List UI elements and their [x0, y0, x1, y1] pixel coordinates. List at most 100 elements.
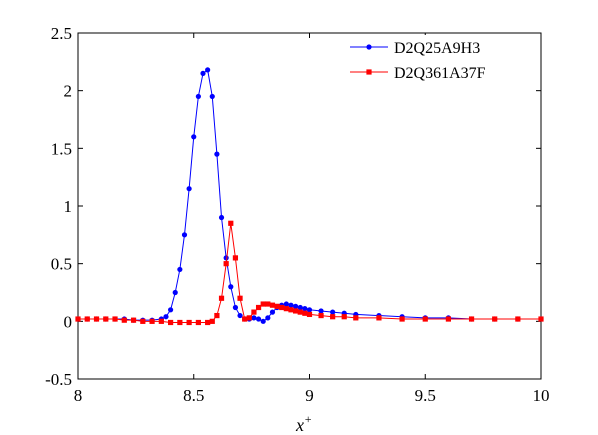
x-tick-label-9-5: 9.5 — [415, 386, 436, 405]
data-point-d2q25a9h3-29 — [251, 315, 257, 321]
data-point-d2q25a9h3-26 — [237, 312, 243, 319]
legend-label-d2q25a9h3: D2Q25A9H3 — [394, 40, 480, 57]
data-point-d2q361a37f-41 — [376, 315, 382, 321]
x-axis-ticks: 8 8.5 9 9.5 10 — [74, 33, 550, 405]
data-point-d2q361a37f-46 — [492, 316, 498, 322]
data-point-d2q25a9h3-24 — [228, 284, 234, 290]
data-point-d2q361a37f-20 — [232, 255, 239, 261]
y-tick-label-0-5: -0.5 — [45, 370, 72, 389]
data-point-d2q361a37f-14 — [205, 319, 211, 326]
data-point-d2q361a37f-44 — [445, 316, 451, 322]
data-point-d2q361a37f-37 — [318, 312, 324, 319]
data-point-d2q25a9h3-41 — [306, 307, 313, 313]
data-point-d2q361a37f-45 — [468, 316, 475, 322]
data-point-d2q25a9h3-36 — [283, 301, 289, 307]
y-tick-label-0-5: 0.5 — [51, 255, 72, 274]
data-point-d2q361a37f-32 — [288, 307, 294, 313]
data-point-d2q361a37f-5 — [121, 317, 127, 323]
data-point-d2q361a37f-42 — [399, 316, 405, 322]
data-point-d2q25a9h3-10 — [163, 314, 169, 320]
data-point-d2q361a37f-0 — [75, 316, 81, 322]
data-point-d2q25a9h3-16 — [191, 134, 197, 140]
y-tick-label-1-5: 1.5 — [51, 139, 72, 158]
data-point-d2q25a9h3-32 — [265, 315, 271, 321]
data-point-d2q361a37f-28 — [269, 302, 276, 308]
data-point-d2q361a37f-1 — [84, 316, 90, 322]
data-point-d2q25a9h3-17 — [195, 93, 201, 100]
y-tick-label-1: 1 — [64, 197, 73, 216]
legend-marker-d2q25a9h3 — [366, 44, 372, 50]
x-tick-label-8: 8 — [74, 386, 83, 405]
data-point-d2q25a9h3-11 — [168, 307, 174, 313]
legend-item-d2q361a37f: D2Q361A37F — [350, 65, 486, 82]
plot-area — [77, 32, 542, 380]
data-point-d2q361a37f-11 — [177, 319, 183, 326]
data-point-d2q25a9h3-43 — [330, 309, 336, 315]
data-point-d2q361a37f-31 — [283, 306, 289, 312]
data-point-d2q25a9h3-42 — [318, 308, 324, 314]
data-point-d2q361a37f-48 — [538, 316, 544, 322]
data-point-d2q25a9h3-31 — [260, 318, 266, 324]
data-point-d2q361a37f-4 — [112, 316, 118, 322]
data-point-d2q361a37f-26 — [260, 301, 266, 307]
data-point-d2q361a37f-7 — [140, 318, 146, 324]
data-point-d2q25a9h3-21 — [214, 151, 220, 157]
data-point-d2q361a37f-21 — [237, 295, 243, 301]
data-point-d2q25a9h3-22 — [218, 214, 225, 221]
data-point-d2q361a37f-34 — [297, 309, 303, 315]
x-tick-label-9: 9 — [305, 386, 314, 405]
data-point-d2q25a9h3-14 — [181, 232, 188, 238]
data-point-d2q361a37f-38 — [330, 314, 336, 320]
y-axis-ticks: -0.5 0 0.5 1 1.5 2 2.5 — [45, 24, 541, 389]
data-point-d2q361a37f-23 — [246, 315, 252, 321]
data-point-d2q361a37f-30 — [279, 304, 285, 311]
data-point-d2q361a37f-43 — [422, 316, 428, 322]
data-point-d2q361a37f-24 — [251, 309, 257, 315]
x-tick-label-8-5: 8.5 — [183, 386, 204, 405]
legend: D2Q25A9H3 D2Q361A37F — [344, 35, 539, 83]
data-point-d2q361a37f-36 — [306, 311, 313, 318]
data-point-d2q25a9h3-30 — [255, 316, 262, 322]
x-tick-label-10: 10 — [533, 386, 550, 405]
data-point-d2q25a9h3-20 — [209, 93, 215, 100]
data-point-d2q361a37f-13 — [195, 319, 201, 326]
data-point-d2q25a9h3-15 — [186, 186, 192, 192]
legend-label-d2q361a37f: D2Q361A37F — [394, 65, 486, 82]
data-point-d2q361a37f-3 — [103, 316, 109, 322]
data-point-d2q361a37f-10 — [168, 319, 174, 326]
data-point-d2q361a37f-16 — [214, 312, 220, 319]
series-d2q361a37f — [75, 220, 544, 326]
y-tick-label-2-5: 2.5 — [51, 24, 72, 43]
data-point-d2q361a37f-18 — [223, 261, 229, 267]
data-point-d2q25a9h3-12 — [172, 289, 178, 296]
y-tick-label-2: 2 — [64, 82, 73, 101]
data-point-d2q25a9h3-38 — [293, 303, 299, 309]
data-point-d2q361a37f-2 — [93, 316, 100, 322]
data-point-d2q25a9h3-33 — [269, 309, 276, 315]
data-point-d2q361a37f-22 — [242, 316, 248, 322]
data-point-d2q361a37f-29 — [274, 303, 280, 309]
data-point-d2q25a9h3-13 — [177, 266, 183, 273]
data-point-d2q361a37f-6 — [130, 317, 137, 323]
data-point-d2q361a37f-12 — [186, 319, 192, 326]
data-point-d2q361a37f-19 — [228, 220, 234, 226]
data-point-d2q25a9h3-37 — [288, 302, 294, 308]
data-point-d2q25a9h3-25 — [232, 304, 239, 311]
x-axis-label-superscript: + — [304, 412, 312, 426]
data-point-d2q25a9h3-40 — [302, 306, 308, 312]
data-point-d2q25a9h3-18 — [200, 70, 206, 76]
series-layer — [75, 67, 544, 326]
data-point-d2q25a9h3-39 — [297, 304, 303, 311]
data-point-d2q361a37f-17 — [218, 295, 225, 301]
data-point-d2q361a37f-27 — [265, 301, 271, 307]
legend-marker-d2q361a37f — [366, 69, 372, 75]
x-axis-label-main: x — [295, 415, 304, 435]
data-point-d2q361a37f-47 — [515, 316, 521, 322]
data-point-d2q25a9h3-19 — [205, 67, 211, 73]
data-point-d2q361a37f-39 — [341, 314, 347, 320]
y-tick-label-0: 0 — [64, 312, 73, 331]
data-point-d2q361a37f-33 — [293, 308, 299, 314]
legend-item-d2q25a9h3: D2Q25A9H3 — [350, 40, 480, 57]
data-point-d2q361a37f-8 — [149, 318, 155, 324]
